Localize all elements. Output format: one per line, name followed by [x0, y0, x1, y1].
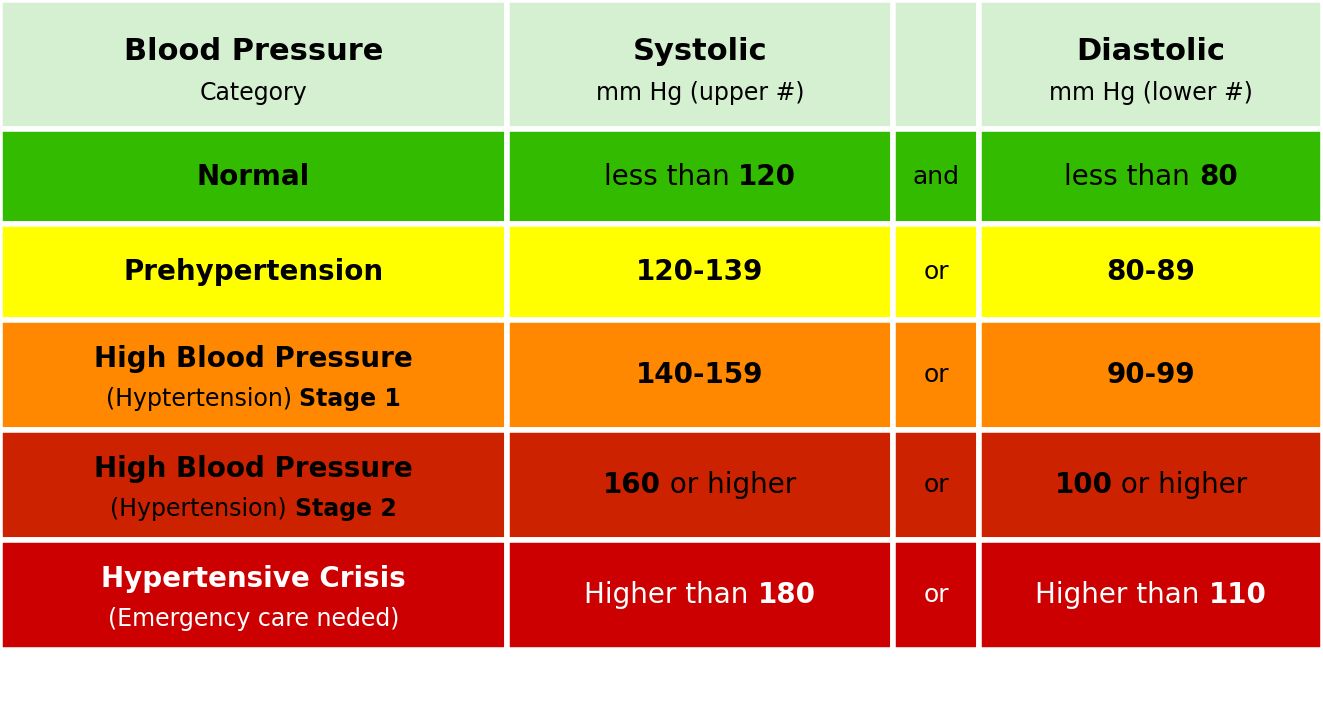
- Text: 140-159: 140-159: [636, 361, 763, 389]
- Text: Systolic: Systolic: [632, 37, 767, 66]
- Bar: [979, 0, 1323, 129]
- Text: or higher: or higher: [1113, 471, 1248, 499]
- Text: or: or: [923, 583, 949, 607]
- Bar: [979, 540, 1323, 650]
- Text: less than: less than: [603, 163, 738, 190]
- Text: (Hyptertension): (Hyptertension): [106, 387, 299, 411]
- Bar: [893, 129, 979, 224]
- Text: Blood Pressure: Blood Pressure: [123, 37, 384, 66]
- Text: Higher than: Higher than: [1036, 581, 1209, 609]
- Text: or higher: or higher: [662, 471, 796, 499]
- Bar: [507, 540, 893, 650]
- Bar: [507, 129, 893, 224]
- Text: (Emergency care neded): (Emergency care neded): [107, 607, 400, 631]
- Text: and: and: [913, 164, 959, 189]
- Text: Normal: Normal: [197, 163, 310, 190]
- Text: 120-139: 120-139: [636, 258, 763, 286]
- Text: 120: 120: [738, 163, 796, 190]
- Bar: [979, 430, 1323, 540]
- Text: mm Hg (lower #): mm Hg (lower #): [1049, 81, 1253, 105]
- Bar: [507, 224, 893, 320]
- Text: or: or: [923, 473, 949, 497]
- Text: Category: Category: [200, 81, 307, 105]
- Bar: [507, 430, 893, 540]
- Text: 110: 110: [1209, 581, 1266, 609]
- Text: Stage 2: Stage 2: [295, 497, 397, 521]
- Bar: [893, 224, 979, 320]
- Bar: [0, 540, 507, 650]
- Text: or: or: [923, 260, 949, 285]
- Bar: [893, 430, 979, 540]
- Bar: [979, 320, 1323, 430]
- Text: 160: 160: [603, 471, 662, 499]
- Bar: [979, 224, 1323, 320]
- Bar: [507, 0, 893, 129]
- Text: 90-99: 90-99: [1107, 361, 1195, 389]
- Bar: [0, 129, 507, 224]
- Text: 100: 100: [1054, 471, 1113, 499]
- Text: Prehypertension: Prehypertension: [123, 258, 384, 286]
- Bar: [0, 224, 507, 320]
- Text: less than: less than: [1064, 163, 1199, 190]
- Bar: [0, 430, 507, 540]
- Text: 80: 80: [1199, 163, 1238, 190]
- Text: Hypertensive Crisis: Hypertensive Crisis: [101, 565, 406, 593]
- Bar: [979, 129, 1323, 224]
- Bar: [0, 0, 507, 129]
- Text: Stage 1: Stage 1: [299, 387, 401, 411]
- Text: 80-89: 80-89: [1106, 258, 1196, 286]
- Text: Higher than: Higher than: [585, 581, 758, 609]
- Bar: [893, 320, 979, 430]
- Text: Diastolic: Diastolic: [1077, 37, 1225, 66]
- Text: High Blood Pressure: High Blood Pressure: [94, 455, 413, 483]
- Bar: [893, 0, 979, 129]
- Text: High Blood Pressure: High Blood Pressure: [94, 345, 413, 373]
- Text: (Hypertension): (Hypertension): [110, 497, 295, 521]
- Text: mm Hg (upper #): mm Hg (upper #): [595, 81, 804, 105]
- Bar: [507, 320, 893, 430]
- Text: or: or: [923, 363, 949, 387]
- Bar: [893, 540, 979, 650]
- Bar: [0, 320, 507, 430]
- Text: 180: 180: [758, 581, 815, 609]
